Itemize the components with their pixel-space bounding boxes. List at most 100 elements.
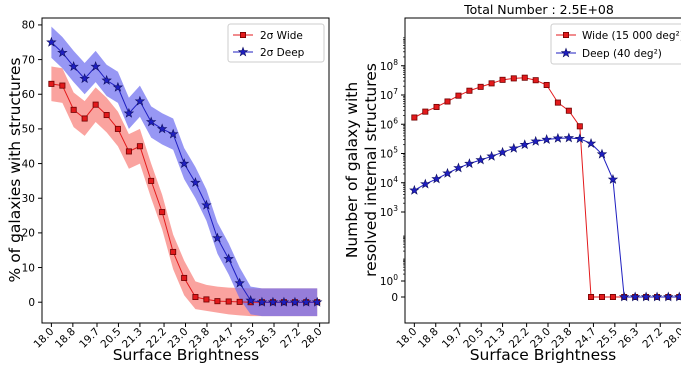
point-deep: [574, 133, 586, 144]
point-deep: [289, 296, 301, 307]
legend-label: Wide (15 000 deg²): [582, 30, 681, 42]
point-deep: [300, 296, 312, 307]
y-tick-label: 80: [22, 20, 35, 32]
point-wide: [125, 148, 132, 155]
point-wide: [532, 77, 539, 84]
point-wide: [588, 293, 595, 300]
point-wide: [214, 298, 221, 305]
point-deep: [607, 173, 619, 184]
point-wide: [181, 274, 188, 281]
point-deep: [629, 291, 641, 302]
point-deep: [596, 148, 608, 159]
point-wide: [444, 98, 451, 105]
point-deep: [79, 73, 90, 84]
x-tick-label: 28.0: [300, 326, 325, 351]
point-deep: [68, 61, 79, 71]
y-tick-label: 70: [22, 54, 35, 66]
y-tick-label: 20: [22, 228, 35, 240]
point-deep: [245, 294, 256, 305]
point-wide: [598, 293, 605, 300]
point-deep: [552, 132, 564, 143]
y-tick-label: 40: [22, 158, 35, 170]
point-deep: [190, 177, 201, 188]
point-deep: [486, 150, 497, 161]
y-tick-exponent: 5: [393, 146, 398, 155]
point-deep: [46, 36, 57, 47]
point-deep: [57, 47, 68, 58]
x-tick-label: 18.8: [416, 326, 441, 351]
point-wide: [466, 87, 473, 94]
point-wide: [148, 177, 155, 184]
right-legend: Wide (15 000 deg²) Deep (40 deg²): [550, 23, 681, 65]
point-wide: [59, 82, 66, 89]
point-deep: [475, 154, 486, 165]
point-deep: [223, 253, 234, 264]
point-deep: [519, 139, 530, 150]
point-wide: [411, 114, 418, 121]
point-deep: [178, 158, 190, 168]
point-deep: [663, 291, 674, 302]
point-deep: [674, 291, 681, 302]
x-tick-label: 18.8: [53, 326, 78, 351]
y-tick-exponent: 8: [393, 58, 398, 67]
right-y-axis-title-line2: resolved internal structures: [362, 63, 380, 277]
left-legend: 2σ Wide 2σ Deep: [227, 23, 325, 63]
right-chart-title: Total Number : 2.5E+08: [463, 2, 614, 17]
right-x-axis-title: Surface Brightness: [470, 346, 617, 364]
point-wide: [433, 103, 440, 110]
point-wide: [477, 83, 484, 90]
y-tick-exponent: 0: [393, 273, 398, 282]
point-deep: [234, 277, 245, 288]
point-wide: [48, 80, 55, 87]
legend-label: 2σ Deep: [260, 47, 305, 59]
y-tick-label: 0: [28, 297, 35, 309]
legend-marker: [563, 32, 570, 39]
x-tick-label: 19.7: [77, 326, 102, 351]
x-tick-label: 18.0: [394, 326, 419, 351]
point-wide: [114, 125, 121, 132]
point-wide: [609, 293, 616, 300]
point-deep: [112, 81, 124, 92]
point-wide: [225, 298, 232, 305]
point-wide: [576, 123, 583, 130]
left-series: [46, 36, 323, 307]
right-y-axis-title-line1: Number of galaxy with: [343, 82, 361, 258]
y-tick-label: 103: [380, 204, 398, 219]
point-deep: [256, 296, 268, 307]
point-wide: [455, 92, 462, 99]
band-deep: [51, 26, 318, 317]
point-deep: [651, 291, 663, 302]
point-wide: [159, 209, 166, 216]
point-wide: [170, 248, 177, 255]
point-wide: [192, 294, 199, 301]
y-tick-exponent: 3: [393, 204, 398, 213]
right-series: [409, 74, 681, 302]
point-wide: [92, 101, 99, 108]
x-tick-label: 18.0: [31, 326, 56, 351]
x-tick-label: 26.3: [616, 326, 641, 351]
point-wide: [488, 80, 495, 87]
x-tick-label: 28.0: [662, 326, 681, 351]
point-deep: [311, 296, 323, 307]
point-deep: [497, 146, 508, 157]
point-wide: [554, 99, 561, 106]
point-deep: [640, 291, 652, 302]
point-deep: [123, 107, 135, 118]
y-tick-exponent: 4: [393, 175, 398, 184]
point-deep: [167, 128, 179, 139]
x-tick-label: 27.2: [278, 326, 303, 351]
right-chart: Total Number : 2.5E+08 01001031041051061…: [343, 2, 681, 364]
point-deep: [156, 123, 168, 134]
legend-marker: [560, 47, 572, 58]
y-tick-label: 105: [380, 146, 398, 161]
point-deep: [90, 61, 101, 71]
y-tick-exponent: 7: [393, 87, 398, 96]
point-deep: [409, 184, 420, 195]
y-tick-label: 10: [22, 262, 35, 274]
point-deep: [431, 173, 442, 184]
point-deep: [420, 178, 431, 189]
point-deep: [585, 138, 597, 148]
point-deep: [212, 232, 223, 243]
